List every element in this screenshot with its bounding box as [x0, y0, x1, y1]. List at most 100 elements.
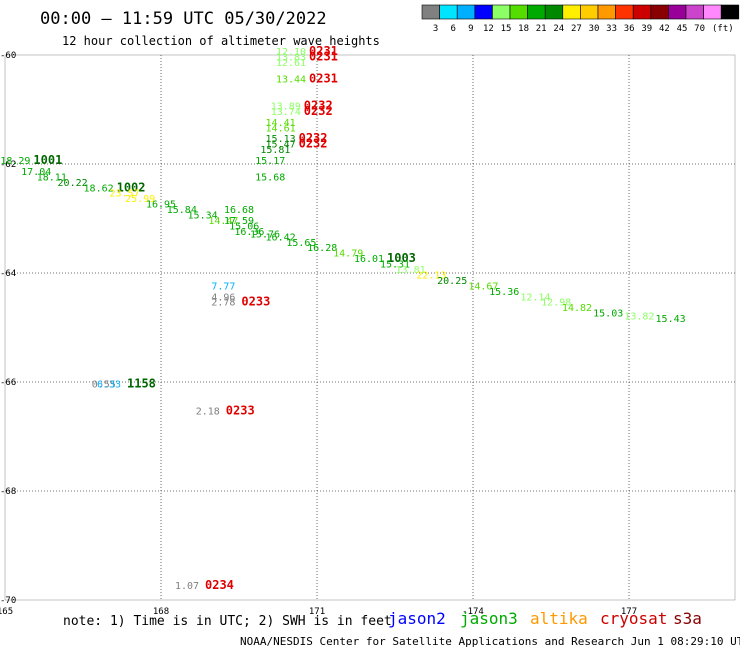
legend-swatch — [650, 4, 669, 20]
swh-value: 18.11 — [37, 172, 67, 183]
pass-time-label: 0233 — [241, 295, 270, 309]
legend-swatch — [703, 4, 722, 20]
axis-ticks: 165 168 171 -174 177 -60 -62 -64 -66 -68 -70 — [0, 51, 637, 617]
swh-value: 4.96 — [211, 292, 235, 303]
swh-value: 6.33 — [97, 379, 121, 390]
legend-tick-label: 42 — [659, 24, 670, 34]
swh-value: 15.43 — [656, 314, 686, 325]
swh-value: 15.03 — [593, 309, 623, 320]
pass-time-label: 0232 — [299, 131, 328, 145]
satellite-altika: altika — [530, 609, 588, 628]
legend-tick-label: 12 — [483, 24, 494, 34]
pass-time-label: 0234 — [205, 578, 234, 592]
swh-value: 12.14 — [520, 292, 550, 303]
pass-time-label: 1001 — [33, 153, 62, 167]
note-text: note: 1) Time is in UTC; 2) SWH is in fe… — [63, 614, 392, 629]
legend-swatch — [492, 4, 511, 20]
legend-swatch — [632, 4, 652, 20]
swh-value: 15.31 — [380, 260, 410, 271]
swh-value: 15.84 — [167, 205, 197, 216]
legend-swatch — [439, 4, 458, 20]
legend-swatch — [421, 4, 440, 20]
swh-value: 16.95 — [146, 200, 176, 211]
swh-value: 18.29 — [0, 156, 30, 167]
x-tick-label: -174 — [462, 607, 484, 617]
y-tick-label: -68 — [0, 487, 16, 497]
legend-tick-label: 24 — [553, 24, 564, 34]
swh-value: 15.76 — [250, 230, 280, 241]
y-tick-label: -62 — [0, 160, 16, 170]
swh-value: 2.78 — [211, 298, 235, 309]
swh-value: 20.22 — [58, 178, 88, 189]
y-tick-label: -64 — [0, 269, 16, 279]
swh-value: 0.55 — [92, 379, 116, 390]
swh-value: 16.68 — [224, 205, 254, 216]
legend-tick-label: 39 — [641, 24, 652, 34]
legend-tick-label: 6 — [450, 24, 455, 34]
legend-tick-label: 33 — [606, 24, 617, 34]
swh-value: 15.81 — [260, 145, 290, 156]
swh-value: 14.82 — [562, 303, 592, 314]
pass-time-label: 0233 — [226, 404, 255, 418]
swh-value: 16.01 — [354, 254, 384, 265]
swh-value: 13.81 — [396, 265, 426, 276]
satellite-jason3: jason3 — [460, 609, 518, 628]
legend-tick-label: 30 — [589, 24, 600, 34]
pass-time-label: 0231 — [309, 49, 338, 63]
swh-value: 15.17 — [255, 156, 285, 167]
y-tick-label: -66 — [0, 378, 16, 388]
swh-value: 13.82 — [624, 311, 654, 322]
pass-time-label: 0232 — [299, 137, 328, 151]
pass-time-label: 1002 — [117, 180, 146, 194]
swh-value: 15.65 — [286, 238, 316, 249]
swh-value: 16.28 — [307, 243, 337, 254]
swh-value: 12.10 — [276, 47, 306, 58]
legend-swatch — [668, 4, 687, 20]
legend-tick-label: 15 — [501, 24, 512, 34]
legend-tick-label: 9 — [468, 24, 473, 34]
swh-value: 23.57 — [110, 189, 140, 200]
pass-time-label: 0232 — [304, 99, 333, 113]
pass-time-label: 0231 — [309, 44, 338, 58]
legend-tick-label: 45 — [677, 24, 688, 34]
pass-time-label: 0231 — [309, 71, 338, 85]
grid-lines — [5, 55, 735, 600]
legend-tick-label: 18 — [518, 24, 529, 34]
legend-tick-label: 70 — [694, 24, 705, 34]
satellite-cryosat: cryosat — [600, 609, 667, 628]
swh-value: 13.89 — [271, 102, 301, 113]
legend-swatch — [509, 4, 528, 20]
swh-value: 15.06 — [229, 221, 259, 232]
swh-value: 17.59 — [224, 216, 254, 227]
legend-tick-label: 36 — [624, 24, 635, 34]
swh-value: 14.79 — [333, 249, 363, 260]
legend-swatch — [544, 4, 564, 20]
swh-value: 14.67 — [468, 281, 498, 292]
swh-value: 15.36 — [489, 287, 519, 298]
footer-credit: NOAA/NESDIS Center for Satellite Applica… — [240, 635, 740, 648]
swh-value: 18.62 — [84, 183, 114, 194]
satellite-s3a: s3a — [673, 609, 702, 628]
swh-value: 15.13 — [266, 134, 296, 145]
swh-value: 16.36 — [234, 227, 264, 238]
swh-value: 7.77 — [211, 281, 235, 292]
x-tick-label: 177 — [621, 607, 637, 617]
legend-swatch — [615, 4, 634, 20]
swh-value: 13.83 — [276, 52, 306, 63]
legend-swatch — [474, 4, 493, 20]
legend-swatch — [527, 4, 546, 20]
legend-swatch — [685, 4, 704, 20]
swh-value: 15.68 — [255, 172, 285, 183]
map-title: 00:00 – 11:59 UTC 05/30/2022 — [40, 9, 327, 29]
y-tick-label: -60 — [0, 51, 16, 61]
legend-swatch — [456, 4, 476, 20]
legend-swatch — [597, 4, 616, 20]
swh-value: 15.47 — [266, 140, 296, 151]
swh-value: 14.47 — [208, 216, 238, 227]
legend-tick-label: 21 — [536, 24, 547, 34]
legend-tick-label: 27 — [571, 24, 582, 34]
pass-time-label: 0232 — [304, 104, 333, 118]
swh-value: 14.41 — [266, 118, 296, 129]
